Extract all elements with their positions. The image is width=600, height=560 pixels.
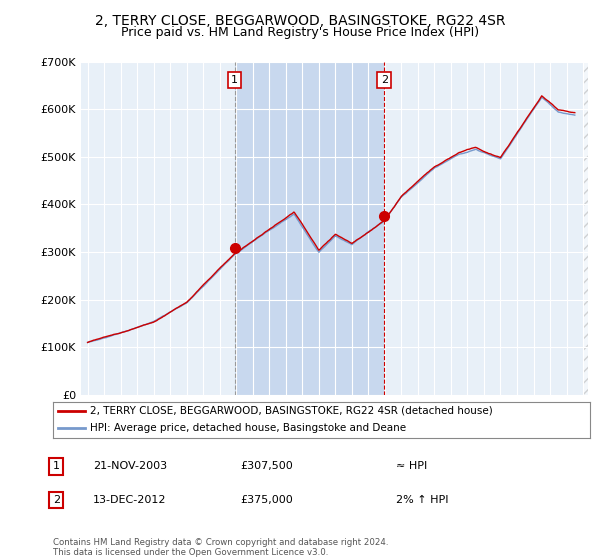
Text: £307,500: £307,500 [240, 461, 293, 472]
Text: 2% ↑ HPI: 2% ↑ HPI [396, 495, 449, 505]
Text: 2, TERRY CLOSE, BEGGARWOOD, BASINGSTOKE, RG22 4SR (detached house): 2, TERRY CLOSE, BEGGARWOOD, BASINGSTOKE,… [91, 406, 493, 416]
Text: 13-DEC-2012: 13-DEC-2012 [93, 495, 167, 505]
Text: HPI: Average price, detached house, Basingstoke and Deane: HPI: Average price, detached house, Basi… [91, 423, 407, 433]
Text: Price paid vs. HM Land Registry's House Price Index (HPI): Price paid vs. HM Land Registry's House … [121, 26, 479, 39]
Text: 1: 1 [53, 461, 60, 472]
Bar [583, 62, 592, 395]
Text: ≈ HPI: ≈ HPI [396, 461, 427, 472]
Text: £375,000: £375,000 [240, 495, 293, 505]
Text: 21-NOV-2003: 21-NOV-2003 [93, 461, 167, 472]
Text: 1: 1 [231, 75, 238, 85]
Text: 2, TERRY CLOSE, BEGGARWOOD, BASINGSTOKE, RG22 4SR: 2, TERRY CLOSE, BEGGARWOOD, BASINGSTOKE,… [95, 14, 505, 28]
Text: Contains HM Land Registry data © Crown copyright and database right 2024.
This d: Contains HM Land Registry data © Crown c… [53, 538, 388, 557]
Text: 2: 2 [53, 495, 60, 505]
Text: 2: 2 [380, 75, 388, 85]
Bar [235, 62, 384, 395]
